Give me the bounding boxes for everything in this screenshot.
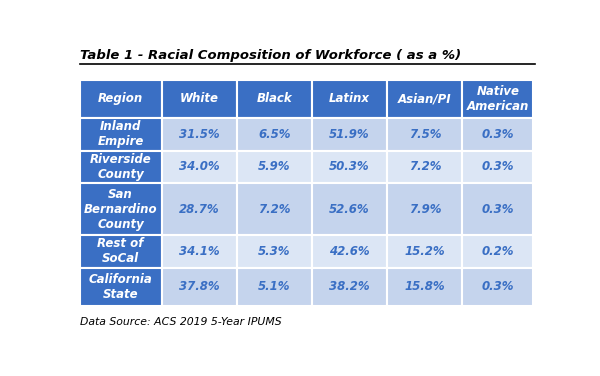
Text: San
Bernardino
County: San Bernardino County — [84, 188, 157, 230]
Text: Riverside
County: Riverside County — [90, 153, 152, 181]
Text: 0.3%: 0.3% — [482, 203, 514, 215]
Text: 31.5%: 31.5% — [179, 128, 220, 141]
Bar — [80, 183, 161, 235]
Text: 7.2%: 7.2% — [258, 203, 291, 215]
Text: 0.3%: 0.3% — [482, 128, 514, 141]
Text: 15.8%: 15.8% — [404, 280, 445, 293]
Text: 52.6%: 52.6% — [329, 203, 370, 215]
Bar — [80, 118, 161, 151]
Text: Native
American: Native American — [467, 85, 529, 113]
Bar — [161, 151, 237, 183]
Text: 7.5%: 7.5% — [409, 128, 441, 141]
Text: 28.7%: 28.7% — [179, 203, 220, 215]
Bar — [387, 235, 463, 268]
Bar — [312, 268, 387, 306]
Text: Region: Region — [98, 92, 143, 105]
Bar — [463, 151, 533, 183]
Bar — [237, 151, 312, 183]
Text: 38.2%: 38.2% — [329, 280, 370, 293]
Bar — [237, 118, 312, 151]
Text: 5.9%: 5.9% — [258, 161, 291, 173]
Bar — [463, 80, 533, 118]
Text: 51.9%: 51.9% — [329, 128, 370, 141]
Text: 0.2%: 0.2% — [482, 245, 514, 258]
Bar — [237, 183, 312, 235]
Text: 37.8%: 37.8% — [179, 280, 220, 293]
Bar — [387, 118, 463, 151]
Text: 50.3%: 50.3% — [329, 161, 370, 173]
Text: 34.1%: 34.1% — [179, 245, 220, 258]
Text: Black: Black — [257, 92, 292, 105]
Bar — [387, 80, 463, 118]
Bar — [161, 80, 237, 118]
Text: 34.0%: 34.0% — [179, 161, 220, 173]
Bar — [463, 183, 533, 235]
Bar — [463, 235, 533, 268]
Bar — [161, 183, 237, 235]
Text: Asian/PI: Asian/PI — [398, 92, 452, 105]
Text: 7.2%: 7.2% — [409, 161, 441, 173]
Bar — [387, 151, 463, 183]
Bar — [463, 118, 533, 151]
Text: Table 1 - Racial Composition of Workforce ( as a %): Table 1 - Racial Composition of Workforc… — [80, 50, 461, 62]
Bar — [161, 268, 237, 306]
Text: White: White — [180, 92, 219, 105]
Text: 0.3%: 0.3% — [482, 280, 514, 293]
Text: 7.9%: 7.9% — [409, 203, 441, 215]
Bar — [312, 151, 387, 183]
Bar — [161, 235, 237, 268]
Bar — [312, 183, 387, 235]
Bar — [312, 235, 387, 268]
Bar — [80, 235, 161, 268]
Text: 42.6%: 42.6% — [329, 245, 370, 258]
Text: 15.2%: 15.2% — [404, 245, 445, 258]
Bar — [80, 151, 161, 183]
Text: 5.3%: 5.3% — [258, 245, 291, 258]
Bar — [463, 268, 533, 306]
Text: Rest of
SoCal: Rest of SoCal — [97, 237, 144, 265]
Text: Inland
Empire: Inland Empire — [97, 120, 144, 148]
Bar — [237, 235, 312, 268]
Text: 0.3%: 0.3% — [482, 161, 514, 173]
Bar — [387, 268, 463, 306]
Text: Latinx: Latinx — [329, 92, 370, 105]
Bar — [312, 118, 387, 151]
Bar — [80, 80, 161, 118]
Bar — [312, 80, 387, 118]
Bar — [387, 183, 463, 235]
Bar — [80, 268, 161, 306]
Bar — [237, 80, 312, 118]
Bar — [237, 268, 312, 306]
Text: 6.5%: 6.5% — [258, 128, 291, 141]
Text: 5.1%: 5.1% — [258, 280, 291, 293]
Text: California
State: California State — [89, 273, 152, 301]
Text: Data Source: ACS 2019 5-Year IPUMS: Data Source: ACS 2019 5-Year IPUMS — [80, 317, 281, 327]
Bar — [161, 118, 237, 151]
